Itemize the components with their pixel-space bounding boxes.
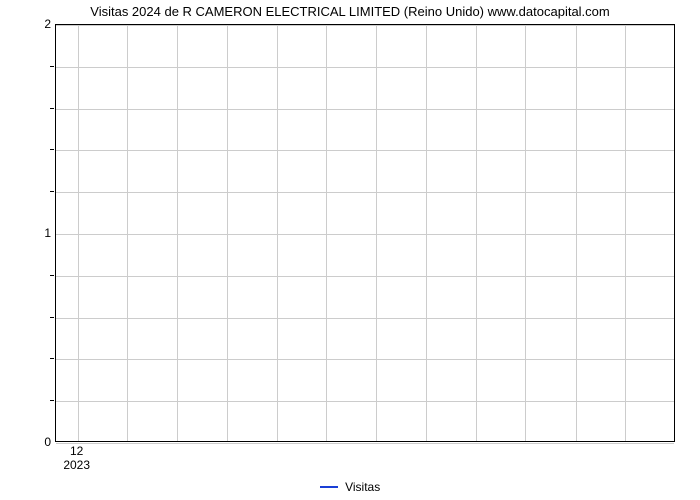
gridline-v: [476, 25, 477, 441]
gridline-h: [56, 401, 674, 402]
x-year-label: 2023: [63, 458, 90, 472]
gridline-v: [426, 25, 427, 441]
gridline-h: [56, 276, 674, 277]
gridline-h: [56, 318, 674, 319]
gridline-h: [56, 192, 674, 193]
gridline-h: [56, 359, 674, 360]
ytick-1: 1: [44, 226, 51, 240]
gridline-h: [56, 443, 674, 444]
gridline-h: [56, 25, 674, 26]
legend-label: Visitas: [345, 480, 380, 494]
gridline-v: [177, 25, 178, 441]
gridline-v: [227, 25, 228, 441]
gridline-v: [525, 25, 526, 441]
gridline-v: [625, 25, 626, 441]
legend-swatch: [320, 486, 338, 488]
gridline-h: [56, 150, 674, 151]
gridline-v: [277, 25, 278, 441]
gridline-h: [56, 67, 674, 68]
ytick-minor: [50, 66, 54, 67]
ytick-minor: [50, 108, 54, 109]
gridline-v: [127, 25, 128, 441]
ytick-0: 0: [44, 435, 51, 449]
ytick-2: 2: [44, 17, 51, 31]
ytick-minor: [50, 275, 54, 276]
gridline-v: [576, 25, 577, 441]
gridline-h: [56, 109, 674, 110]
gridline-v: [326, 25, 327, 441]
gridline-v: [376, 25, 377, 441]
ytick-minor: [50, 400, 54, 401]
ytick-minor: [50, 358, 54, 359]
legend: Visitas: [0, 479, 700, 494]
ytick-minor: [50, 149, 54, 150]
gridline-h: [56, 234, 674, 235]
chart-container: Visitas 2024 de R CAMERON ELECTRICAL LIM…: [0, 0, 700, 500]
gridline-v: [78, 25, 79, 441]
ytick-minor: [50, 317, 54, 318]
ytick-minor: [50, 191, 54, 192]
xtick-label-dec: 12: [70, 444, 83, 458]
chart-title: Visitas 2024 de R CAMERON ELECTRICAL LIM…: [0, 4, 700, 19]
plot-area: [55, 24, 675, 442]
